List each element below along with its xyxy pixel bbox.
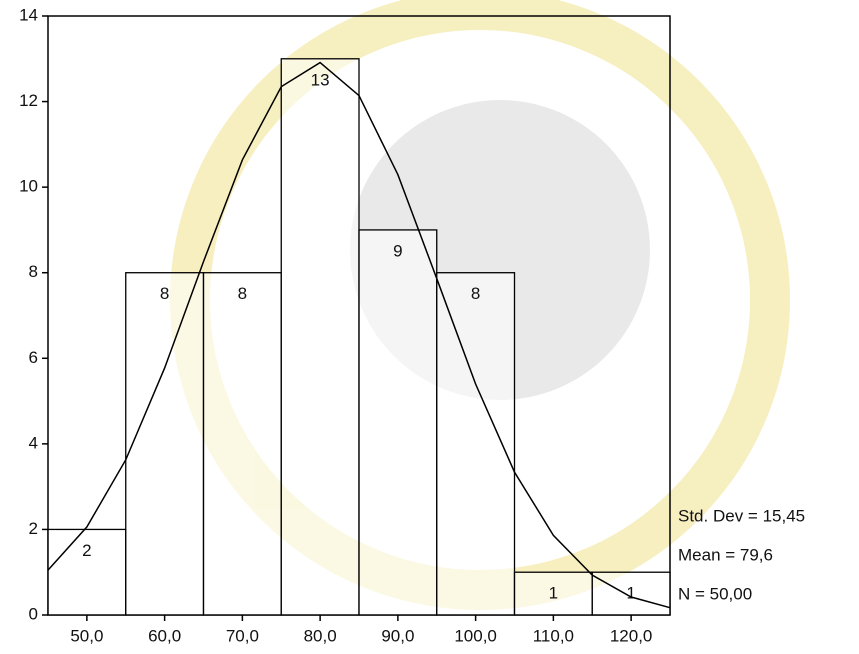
bar (204, 273, 282, 615)
x-tick-label: 70,0 (226, 626, 259, 645)
value-label: 1 (549, 584, 558, 603)
y-tick-label: 12 (19, 91, 38, 110)
x-tick-label: 100,0 (454, 626, 497, 645)
stat-text: N = 50,00 (678, 584, 752, 603)
value-label: 2 (82, 541, 91, 560)
y-tick-label: 0 (29, 604, 38, 623)
stat-text: Mean = 79,6 (678, 545, 773, 564)
value-label: 8 (471, 284, 480, 303)
x-tick-label: 60,0 (148, 626, 181, 645)
value-label: 1 (626, 584, 635, 603)
y-tick-label: 2 (29, 519, 38, 538)
value-label: 9 (393, 241, 402, 260)
x-tick-label: 80,0 (304, 626, 337, 645)
stat-text: Std. Dev = 15,45 (678, 506, 805, 525)
y-tick-label: 6 (29, 348, 38, 367)
x-tick-label: 50,0 (70, 626, 103, 645)
bar (126, 273, 204, 615)
x-tick-label: 90,0 (381, 626, 414, 645)
chart: 0246810121450,060,070,080,090,0100,0110,… (0, 0, 859, 654)
value-label: 8 (160, 284, 169, 303)
y-tick-label: 14 (19, 5, 38, 24)
value-label: 13 (311, 70, 330, 89)
value-label: 8 (238, 284, 247, 303)
bar (359, 230, 437, 615)
x-tick-label: 110,0 (533, 626, 574, 645)
y-tick-label: 10 (19, 177, 38, 196)
bar (281, 59, 359, 615)
x-tick-label: 120,0 (610, 626, 653, 645)
y-tick-label: 8 (29, 262, 38, 281)
y-tick-label: 4 (29, 433, 38, 452)
